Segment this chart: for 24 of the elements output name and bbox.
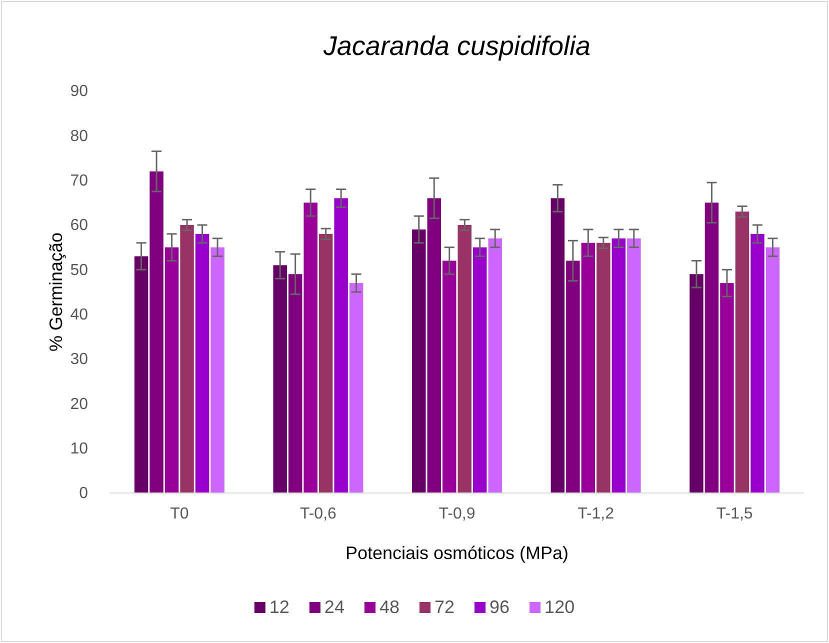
chart-title: Jacaranda cuspidifolia [322,31,591,61]
x-tick-label: T0 [170,505,189,522]
x-tick-label: T-0,6 [300,505,337,522]
y-tick-label: 30 [70,351,88,368]
y-tick-label: 70 [70,172,88,190]
y-tick-label: 40 [70,306,88,324]
x-tick-label: T-1,2 [578,505,614,522]
legend-label: 120 [544,597,575,617]
x-axis-title: Potenciais osmóticos (MPa) [345,543,569,563]
y-tick-label: 10 [70,440,88,458]
y-axis-title: % Germinação [46,232,66,352]
y-tick-label: 50 [70,262,88,279]
y-tick-label: 20 [70,396,88,413]
legend-label: 12 [269,597,290,617]
y-tick-label: 60 [70,217,88,234]
legend-label: 48 [379,597,400,617]
legend-label: 96 [490,597,510,617]
x-tick-label: T-0,9 [438,505,476,522]
legend-label: 72 [434,597,455,617]
y-tick-label: 0 [79,485,88,502]
y-tick-label: 90 [70,83,88,100]
x-tick-label: T-1,5 [716,505,753,522]
y-tick-label: 80 [70,128,88,145]
legend-label: 24 [324,597,344,617]
